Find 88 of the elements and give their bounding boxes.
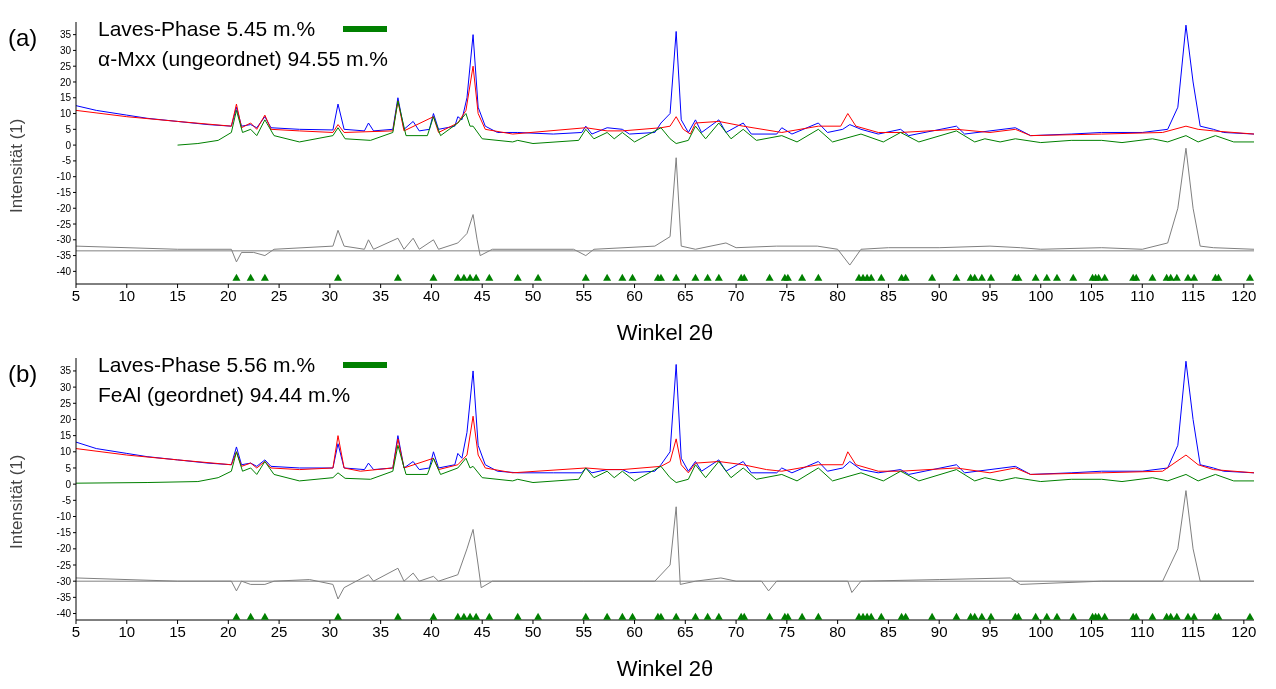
y-tick-label: 35	[59, 365, 72, 377]
y-tick-label: -35	[56, 250, 72, 262]
x-tick-label: 70	[727, 286, 745, 304]
x-tick-label: 95	[981, 286, 999, 304]
x-tick-label: 105	[1079, 622, 1105, 640]
x-tick-label: 120	[1231, 622, 1257, 640]
x-tick-label: 80	[829, 622, 846, 640]
y-axis-title: Intensität (1)	[7, 454, 27, 549]
x-tick-label: 40	[423, 622, 440, 640]
x-axis-title: Winkel 2θ	[616, 656, 714, 681]
x-tick-label: 85	[880, 622, 897, 640]
y-tick-label: -5	[62, 155, 72, 167]
chart-title: (b)	[8, 360, 38, 388]
x-tick-label: 10	[118, 622, 136, 640]
y-tick-label: 15	[59, 430, 72, 442]
x-tick-label: 25	[270, 622, 288, 640]
x-tick-label: 115	[1181, 622, 1206, 640]
x-tick-label: 45	[473, 286, 491, 304]
x-tick-label: 90	[930, 622, 948, 640]
chart-title: (a)	[8, 24, 38, 52]
y-tick-label: -10	[56, 511, 72, 523]
y-tick-label: 5	[65, 123, 72, 135]
y-tick-label: -35	[56, 591, 72, 603]
x-axis-title: Winkel 2θ	[616, 320, 714, 345]
x-tick-label: 25	[270, 286, 288, 304]
y-tick-label: -10	[56, 171, 72, 183]
y-tick-label: -25	[56, 218, 72, 230]
y-tick-label: 20	[59, 414, 72, 426]
x-tick-label: 75	[778, 622, 796, 640]
y-tick-label: 35	[59, 29, 72, 41]
y-tick-label: -40	[56, 265, 72, 277]
y-tick-label: -30	[56, 575, 72, 587]
legend-label: Laves-Phase 5.45 m.%	[98, 16, 316, 42]
x-tick-label: 95	[981, 622, 999, 640]
x-tick-label: 55	[575, 622, 593, 640]
y-tick-label: -15	[56, 527, 72, 539]
x-tick-label: 100	[1028, 286, 1054, 304]
x-tick-label: 60	[626, 622, 643, 640]
y-tick-label: 30	[59, 381, 72, 393]
legend-label: Laves-Phase 5.56 m.%	[98, 352, 316, 378]
y-tick-label: -20	[56, 543, 72, 555]
x-tick-label: 80	[829, 286, 846, 304]
y-axis-title: Intensität (1)	[7, 118, 27, 213]
y-tick-label: 10	[59, 108, 72, 120]
x-tick-label: 20	[219, 622, 237, 640]
x-tick-label: 50	[524, 622, 542, 640]
y-tick-label: 0	[65, 139, 72, 151]
x-tick-label: 30	[321, 286, 339, 304]
x-tick-label: 35	[372, 622, 389, 640]
x-tick-label: 20	[219, 286, 237, 304]
y-tick-label: 25	[59, 397, 72, 409]
y-tick-label: 5	[65, 462, 72, 474]
x-tick-label: 90	[930, 286, 948, 304]
x-tick-label: 70	[727, 622, 745, 640]
x-tick-label: 120	[1231, 286, 1257, 304]
x-tick-label: 15	[169, 622, 186, 640]
annotation: α-Mxx (ungeordnet) 94.55 m.%	[98, 46, 388, 72]
x-tick-label: 65	[676, 286, 694, 304]
x-tick-label: 110	[1130, 622, 1155, 640]
y-tick-label: 10	[59, 446, 72, 458]
y-tick-label: -15	[56, 187, 72, 199]
y-tick-label: 0	[65, 478, 72, 490]
y-tick-label: -30	[56, 234, 72, 246]
y-tick-label: -5	[62, 494, 72, 506]
x-tick-label: 10	[118, 286, 136, 304]
x-tick-label: 15	[169, 286, 186, 304]
y-tick-label: -40	[56, 608, 72, 620]
y-tick-label: -25	[56, 559, 72, 571]
y-tick-label: -20	[56, 202, 72, 214]
x-tick-label: 85	[880, 286, 897, 304]
x-tick-label: 105	[1079, 286, 1105, 304]
x-tick-label: 60	[626, 286, 643, 304]
x-tick-label: 40	[423, 286, 440, 304]
x-tick-label: 45	[473, 622, 491, 640]
x-tick-label: 65	[676, 622, 694, 640]
x-tick-label: 30	[321, 622, 339, 640]
x-tick-label: 50	[524, 286, 542, 304]
x-tick-label: 35	[372, 286, 389, 304]
x-tick-label: 75	[778, 286, 796, 304]
x-tick-label: 110	[1130, 286, 1155, 304]
y-tick-label: 20	[59, 76, 72, 88]
y-tick-label: 30	[59, 44, 72, 56]
x-tick-label: 115	[1181, 286, 1206, 304]
x-tick-label: 100	[1028, 622, 1054, 640]
y-tick-label: 15	[59, 92, 72, 104]
x-tick-label: 55	[575, 286, 593, 304]
annotation: FeAl (geordnet) 94.44 m.%	[98, 382, 352, 408]
y-tick-label: 25	[59, 60, 72, 72]
